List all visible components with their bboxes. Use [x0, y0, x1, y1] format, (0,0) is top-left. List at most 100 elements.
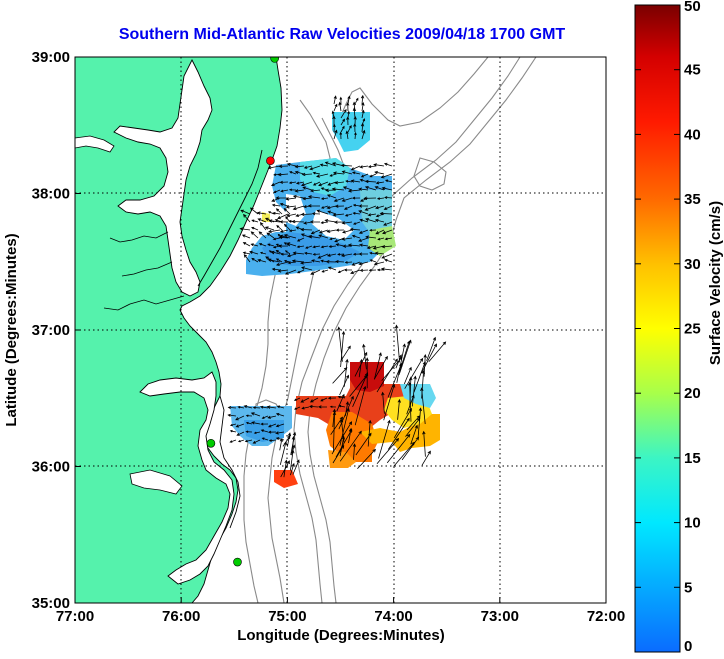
velocity-arrow — [266, 232, 275, 239]
velocity-arrow — [361, 102, 365, 112]
velocity-arrow — [364, 179, 377, 184]
velocity-arrow — [329, 237, 337, 241]
velocity-arrow — [284, 269, 297, 275]
velocity-arrow — [312, 181, 321, 186]
velocity-arrow — [295, 181, 305, 185]
velocity-arrow — [326, 205, 337, 210]
velocity-arrow — [302, 186, 313, 191]
velocity-arrow — [332, 171, 345, 175]
velocity-arrow — [259, 251, 267, 255]
velocity-arrow — [285, 216, 291, 223]
velocity-arrow — [340, 163, 353, 168]
velocity-arrow — [324, 219, 337, 223]
velocity-arrow — [384, 196, 393, 200]
velocity-arrow — [320, 205, 329, 209]
velocity-arrow — [318, 181, 329, 187]
velocity-arrow — [359, 268, 369, 272]
velocity-arrow — [272, 237, 281, 241]
velocity-arrow — [257, 218, 267, 223]
velocity-arrow — [331, 187, 345, 191]
velocity-arrow — [327, 266, 337, 271]
velocity-arrow — [311, 259, 321, 263]
x-tick-label: 76:00 — [162, 608, 200, 625]
velocity-arrow — [288, 181, 297, 185]
velocity-arrow — [373, 355, 388, 380]
velocity-arrow — [275, 196, 288, 200]
velocity-arrow — [382, 229, 393, 235]
velocity-arrow — [358, 252, 368, 256]
bathymetry-contour-3 — [333, 57, 489, 133]
velocity-arrow — [278, 164, 289, 168]
velocity-arrow — [403, 366, 412, 385]
velocity-arrow — [275, 243, 283, 247]
velocity-arrow — [251, 257, 259, 263]
velocity-arrow — [340, 118, 345, 126]
velocity-arrow — [383, 383, 396, 421]
velocity-arrow — [350, 165, 361, 171]
velocity-arrow — [339, 430, 362, 462]
velocity-arrow — [267, 229, 281, 234]
velocity-arrow — [421, 450, 431, 466]
velocity-arrow — [292, 194, 305, 199]
x-tick-label: 74:00 — [374, 608, 412, 625]
velocity-arrow — [342, 186, 353, 191]
velocity-arrow — [308, 404, 319, 409]
velocity-arrow — [245, 430, 253, 434]
velocity-arrow — [305, 245, 313, 249]
velocity-arrow — [324, 161, 337, 167]
velocity-arrow — [327, 181, 337, 186]
velocity-arrow — [307, 195, 321, 199]
velocity-arrow — [249, 207, 259, 215]
velocity-arrow — [341, 237, 353, 241]
velocity-arrow — [292, 205, 305, 211]
velocity-arrow — [380, 173, 393, 179]
velocity-arrow — [274, 219, 283, 223]
velocity-arrow — [286, 242, 297, 247]
velocity-arrow — [367, 165, 377, 169]
velocity-arrow — [335, 228, 345, 232]
velocity-arrow — [270, 181, 281, 187]
velocity-arrow — [374, 186, 385, 191]
velocity-arrow — [343, 268, 353, 272]
velocity-arrow — [376, 197, 385, 200]
velocity-arrow — [384, 179, 393, 183]
velocity-arrow — [300, 261, 313, 265]
velocity-arrow — [251, 219, 259, 223]
velocity-arrow — [353, 115, 357, 126]
velocity-arrow — [227, 406, 237, 410]
colorbar-tick-label: 40 — [684, 126, 701, 143]
velocity-arrow — [256, 211, 267, 215]
velocity-arrow — [291, 259, 305, 263]
colorbar-gradient — [634, 4, 681, 653]
velocity-arrow — [271, 197, 281, 202]
colorbar-tick-label: 45 — [684, 62, 701, 79]
velocity-arrow — [381, 186, 393, 191]
velocity-arrow — [310, 269, 321, 275]
velocity-arrow — [347, 125, 352, 133]
velocity-arrow — [345, 180, 353, 183]
velocity-arrow — [361, 109, 365, 119]
colorbar-tick-label: 0 — [684, 638, 692, 655]
colorbar-tick-label: 15 — [684, 450, 701, 467]
velocity-arrow — [357, 448, 376, 469]
velocity-arrow — [332, 123, 336, 133]
velocity-arrow — [320, 197, 329, 200]
velocity-arrow — [249, 250, 259, 255]
velocity-arrow — [301, 406, 310, 410]
velocity-arrow — [395, 354, 402, 369]
velocity-arrow — [377, 237, 385, 241]
velocity-arrow — [359, 218, 369, 223]
velocity-arrow — [421, 343, 437, 374]
velocity-arrow — [360, 94, 365, 105]
velocity-arrow — [358, 204, 368, 208]
velocity-arrow — [227, 413, 237, 417]
velocity-arrow — [293, 397, 301, 401]
velocity-arrow — [294, 164, 305, 169]
velocity-arrow — [240, 209, 251, 215]
velocity-arrow — [360, 173, 369, 178]
velocity-arrow — [275, 250, 283, 255]
y-tick-label: 36:00 — [32, 459, 70, 476]
velocity-arrow — [336, 393, 345, 412]
velocity-arrow — [312, 245, 321, 249]
